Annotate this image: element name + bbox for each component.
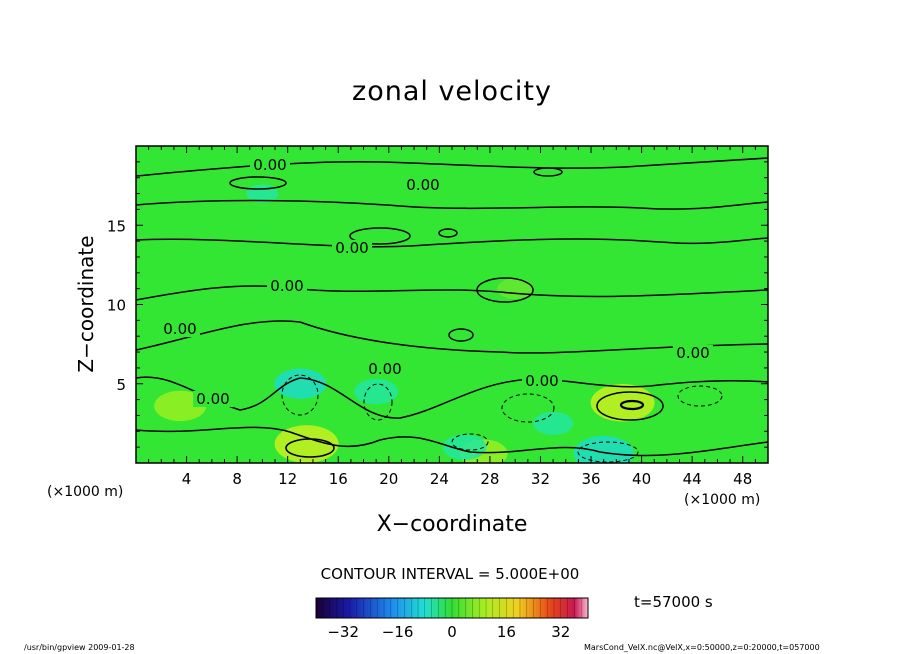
contour-label-4: 0.00 bbox=[163, 320, 196, 338]
colorbar-tick-0: 0 bbox=[447, 623, 457, 641]
x-tick-label-24: 24 bbox=[430, 470, 449, 488]
x-tick-label-36: 36 bbox=[581, 470, 600, 488]
contour-label-bg-5 bbox=[365, 361, 405, 377]
x-tick-label-12: 12 bbox=[278, 470, 297, 488]
contour-label-bg-1 bbox=[403, 177, 443, 193]
heatmap-feature-6 bbox=[533, 411, 574, 435]
x-tick-label-8: 8 bbox=[232, 470, 242, 488]
heatmap-feature-9 bbox=[497, 278, 534, 300]
x-tick-label-40: 40 bbox=[632, 470, 651, 488]
contour-labels: 0.00 0.00 0.00 0.00 0.00 0.00 0.00 0.00 0.00 bbox=[160, 156, 713, 408]
colorbar-bands bbox=[322, 598, 582, 618]
y-tick-label-15: 15 bbox=[107, 217, 126, 235]
footer-right: MarsCond_VelX.nc@VelX,x=0:50000,z=0:2000… bbox=[584, 643, 820, 652]
colorbar-tick--32: −32 bbox=[327, 623, 359, 641]
x-tick-label-28: 28 bbox=[480, 470, 499, 488]
x-tick-label-16: 16 bbox=[329, 470, 348, 488]
contour-label-8: 0.00 bbox=[676, 344, 709, 362]
x-tick-label-4: 4 bbox=[182, 470, 192, 488]
contour-label-bg-2 bbox=[332, 240, 372, 256]
contour-interval-text: CONTOUR INTERVAL = 5.000E+00 bbox=[320, 565, 580, 583]
colorbar-tick-32: 32 bbox=[551, 623, 570, 641]
heatmap-feature-8 bbox=[442, 434, 487, 460]
heatmap-feature-7 bbox=[573, 435, 634, 463]
negative-contours bbox=[281, 374, 723, 463]
contour-label-0: 0.00 bbox=[253, 156, 286, 174]
y-tick-label-10: 10 bbox=[107, 297, 126, 315]
x-tick-label-44: 44 bbox=[683, 470, 702, 488]
chart-title: zonal velocity bbox=[352, 76, 552, 107]
x-unit-left: (×1000 m) bbox=[47, 484, 124, 500]
y-ticks: 5 10 15 bbox=[107, 161, 768, 448]
time-label: t=57000 s bbox=[634, 593, 713, 611]
contour-label-3: 0.00 bbox=[270, 277, 303, 295]
contour-label-5: 0.00 bbox=[368, 360, 401, 378]
plot-background bbox=[136, 146, 768, 463]
contour-label-1: 0.00 bbox=[406, 176, 439, 194]
heatmap-feature-5 bbox=[354, 378, 399, 405]
colorbar-ticks: −32 −16 0 16 32 bbox=[327, 623, 570, 641]
footer-left: /usr/bin/gpview 2009-01-28 bbox=[24, 643, 135, 652]
y-tick-label-5: 5 bbox=[116, 376, 126, 394]
x-tick-label-48: 48 bbox=[733, 470, 752, 488]
colorbar-tick--16: −16 bbox=[382, 623, 414, 641]
contour-lines bbox=[136, 157, 768, 458]
x-axis-label: X−coordinate bbox=[376, 512, 528, 537]
x-ticks: 4 8 12 16 20 24 28 32 36 40 44 48 bbox=[148, 146, 756, 488]
contour-label-bg-8 bbox=[673, 345, 713, 361]
x-tick-label-20: 20 bbox=[379, 470, 398, 488]
colorbar-tick-16: 16 bbox=[497, 623, 516, 641]
contour-label-bg-7 bbox=[522, 373, 562, 389]
contour-label-bg-0 bbox=[250, 157, 290, 173]
contour-label-7: 0.00 bbox=[525, 372, 558, 390]
contour-label-bg-3 bbox=[267, 278, 307, 294]
contour-label-bg-6 bbox=[193, 391, 233, 407]
plot-area: 0.00 0.00 0.00 0.00 0.00 0.00 0.00 0.00 0.00 bbox=[136, 146, 768, 463]
x-tick-label-32: 32 bbox=[531, 470, 550, 488]
heatmap-feature-4 bbox=[274, 368, 327, 399]
contour-label-bg-4 bbox=[160, 321, 200, 337]
x-unit-right: (×1000 m) bbox=[684, 492, 761, 508]
contour-label-6: 0.00 bbox=[196, 390, 229, 408]
contour-label-2: 0.00 bbox=[335, 239, 368, 257]
colorbar bbox=[315, 597, 589, 619]
